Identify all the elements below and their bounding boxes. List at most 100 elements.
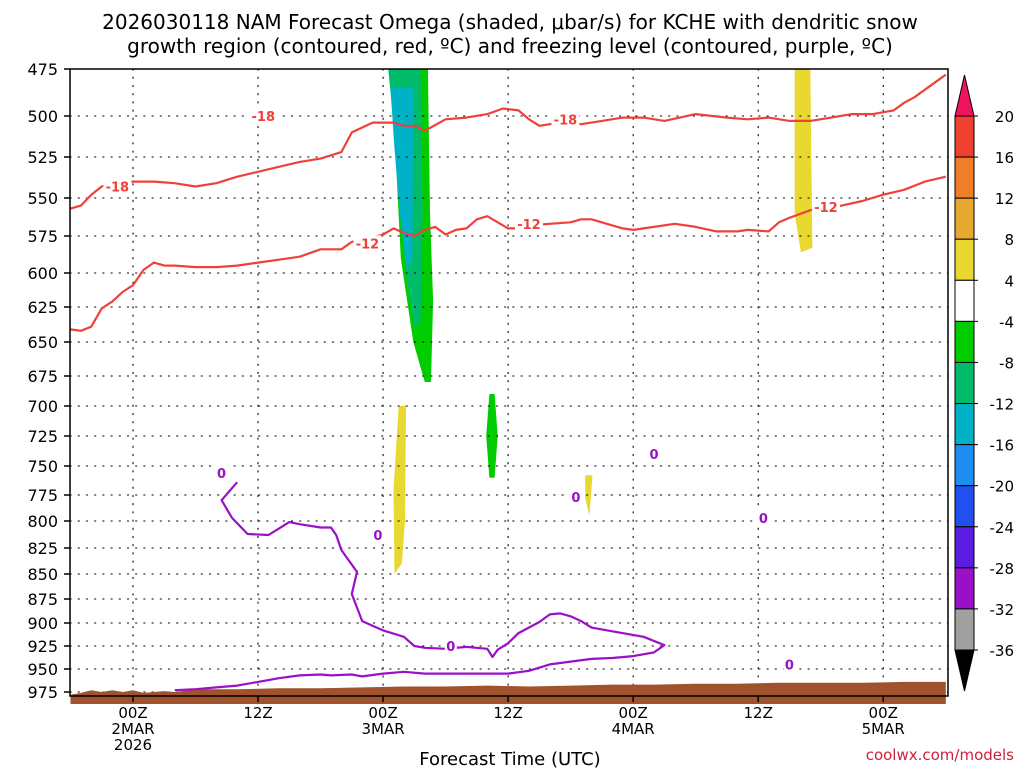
contour-label: 0 — [649, 448, 658, 463]
colorbar-label: -24 — [990, 519, 1015, 537]
omega-region-3 — [390, 87, 414, 270]
y-tick-label: 750 — [27, 457, 58, 476]
contour-label-bg — [648, 446, 660, 461]
colorbar-label: -28 — [990, 560, 1015, 578]
contour-label: -18 — [252, 110, 276, 125]
x-tick-label: 00Z — [368, 704, 397, 722]
colorbar-swatch — [954, 156, 975, 199]
contour-line-1 — [70, 73, 947, 210]
y-tick-label: 600 — [27, 264, 58, 283]
x-tick-label: 5MAR — [862, 720, 905, 738]
omega-region-4 — [393, 406, 406, 574]
x-tick-label: 2MAR — [111, 720, 154, 738]
terrain-layer — [70, 681, 946, 704]
contour-label: 0 — [785, 658, 794, 673]
colorbar: 20 16 12 8 4 -4 -8 -12 -16 -20 -24 -28 -32 -36 — [954, 74, 1015, 692]
colorbar-swatch — [954, 197, 975, 240]
x-tick-label: 00Z — [618, 704, 647, 722]
x-tick-label: 12Z — [243, 704, 272, 722]
y-tick-label: 550 — [27, 189, 58, 208]
contour-label-bg — [353, 235, 382, 251]
x-tick-label: 2026 — [114, 736, 152, 754]
x-tick-label: 12Z — [744, 704, 773, 722]
contour-label-bg — [444, 638, 457, 653]
colorbar-label: -16 — [990, 437, 1015, 455]
contour-label-bg — [103, 178, 132, 194]
contour-label: -12 — [814, 201, 838, 216]
chart-title-line-2: growth region (contoured, red, ºC) and f… — [127, 34, 893, 58]
contour-label: -18 — [106, 181, 130, 196]
contour-label: 0 — [217, 467, 226, 482]
colorbar-swatch — [954, 485, 975, 528]
y-tick-label: 775 — [27, 486, 58, 505]
colorbar-label: 20 — [995, 108, 1014, 126]
colorbar-swatch — [954, 238, 975, 281]
omega-region-5 — [486, 394, 498, 478]
y-tick-label: 500 — [27, 107, 58, 126]
contour-layer — [70, 73, 947, 692]
omega-region-7 — [794, 69, 813, 253]
contour-label-bg — [783, 656, 796, 672]
colorbar-label: -36 — [990, 642, 1015, 660]
colorbar-swatch — [954, 403, 975, 446]
y-tick-label: 650 — [27, 333, 58, 352]
y-tick-label: 700 — [27, 397, 58, 416]
colorbar-label: -32 — [990, 601, 1015, 619]
colorbar-label: 8 — [1004, 231, 1014, 249]
contour-label-bg — [811, 199, 840, 215]
y-tick-label: 875 — [27, 590, 58, 609]
contour-label-bg — [569, 489, 582, 505]
colorbar-label: 4 — [1004, 272, 1014, 290]
colorbar-bottom-arrow — [954, 649, 975, 692]
y-tick-label: 675 — [27, 367, 58, 386]
colorbar-top-arrow — [954, 74, 975, 117]
contour-label-bg — [757, 509, 770, 525]
terrain-fill — [70, 681, 946, 704]
x-tick-label: 00Z — [869, 704, 898, 722]
chart-title: 2026030118 NAM Forecast Omega (shaded, μ… — [102, 10, 918, 58]
colorbar-label: -4 — [999, 313, 1014, 331]
contour-label-bg — [514, 215, 543, 231]
contour-label: -12 — [356, 237, 380, 252]
y-tick-label: 900 — [27, 614, 58, 633]
contour-label: 0 — [759, 512, 768, 527]
x-axis-label: Forecast Time (UTC) — [419, 749, 600, 768]
x-tick-label: 3MAR — [361, 720, 404, 738]
contour-label-layer: -18 -18 -18 -12 -12 -12 0 0 0 0 0 0 0 — [103, 108, 840, 673]
contour-line-3 — [174, 481, 666, 692]
y-axis: 475 500 525 550 575 600 625 650 675 700 725 750 775 8… — [27, 60, 70, 702]
contour-label: 0 — [571, 491, 580, 506]
y-tick-label: 725 — [27, 427, 58, 446]
omega-region-6 — [585, 475, 593, 516]
colorbar-label: -8 — [999, 354, 1014, 372]
contour-label: 0 — [373, 529, 382, 544]
y-tick-label: 925 — [27, 637, 58, 656]
y-tick-label: 525 — [27, 148, 58, 167]
colorbar-swatch — [954, 526, 975, 569]
contour-label-bg — [371, 527, 384, 543]
y-tick-label: 800 — [27, 512, 58, 531]
y-tick-label: 850 — [27, 565, 58, 584]
y-tick-label: 575 — [27, 227, 58, 246]
colorbar-swatch — [954, 444, 975, 487]
colorbar-label: 12 — [995, 190, 1014, 208]
contour-label: -12 — [517, 218, 541, 233]
colorbar-swatch — [954, 608, 975, 651]
omega-shading-layer — [388, 69, 813, 574]
y-tick-label: 475 — [27, 60, 58, 79]
y-tick-label: 625 — [27, 298, 58, 317]
y-tick-label: 825 — [27, 539, 58, 558]
plot-frame — [69, 68, 949, 697]
colorbar-label: -12 — [990, 396, 1015, 414]
gridlines — [69, 68, 949, 697]
x-tick-label: 12Z — [493, 704, 522, 722]
contour-label-bg — [215, 464, 228, 480]
colorbar-swatch — [954, 567, 975, 610]
chart-title-line-1: 2026030118 NAM Forecast Omega (shaded, μ… — [102, 10, 918, 34]
x-tick-label: 00Z — [118, 704, 147, 722]
contour-label-bg — [249, 108, 278, 123]
x-tick-label: 4MAR — [612, 720, 655, 738]
colorbar-swatch — [954, 279, 975, 322]
